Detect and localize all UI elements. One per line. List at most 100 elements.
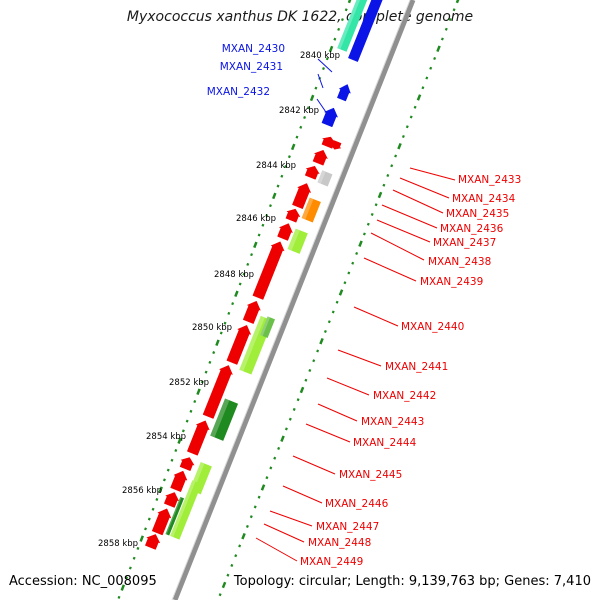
inner-ruler-mark <box>132 556 136 560</box>
feature-lime-4 <box>170 480 202 540</box>
outer-ruler-mark <box>444 27 448 31</box>
backbone-line <box>172 0 416 600</box>
outer-ruler-mark <box>335 300 339 304</box>
inner-ruler-mark <box>174 448 178 453</box>
leader-line <box>399 177 450 199</box>
leader-line <box>317 58 333 73</box>
tick-label: 2858 kbp <box>98 539 138 549</box>
inner-ruler-mark <box>136 546 140 550</box>
feature-lime-1-shade <box>287 228 300 251</box>
inner-ruler-mark <box>231 302 235 306</box>
outer-ruler-mark <box>366 222 370 226</box>
outer-ruler-mark <box>299 386 305 394</box>
outer-ruler-mark <box>394 154 398 158</box>
outer-ruler-mark <box>429 66 433 70</box>
leader-line <box>337 349 382 367</box>
inner-ruler-mark <box>125 576 129 580</box>
inner-ruler-mark <box>333 37 337 41</box>
leader-line <box>376 219 431 243</box>
tick-label: 2854 kbp <box>146 432 186 442</box>
inner-ruler-mark <box>227 311 231 315</box>
inner-ruler-mark <box>287 155 291 159</box>
inner-ruler-mark <box>295 135 299 139</box>
leader-line <box>263 523 305 543</box>
leader-line <box>269 510 313 527</box>
gene-red-small <box>329 140 342 150</box>
inner-ruler-mark <box>208 360 212 364</box>
inner-ruler-mark <box>325 57 329 61</box>
inner-ruler-mark <box>117 595 121 599</box>
leader-line <box>326 377 370 396</box>
gene-label-red: MXAN_2442 <box>373 390 436 402</box>
outer-ruler-mark <box>409 115 413 119</box>
feature-green-thin-shade <box>165 496 182 535</box>
gene-mxan-2430 <box>348 0 383 62</box>
outer-ruler-mark <box>296 398 300 402</box>
gene-label-red: MXAN_2439 <box>420 276 483 288</box>
outer-ruler-mark <box>253 505 257 509</box>
inner-ruler-mark <box>155 497 159 501</box>
inner-ruler-mark <box>162 478 166 482</box>
feature-dark-green-shade <box>210 398 230 438</box>
gene-label-red: MXAN_2444 <box>353 437 417 449</box>
gene-label-red: MXAN_2447 <box>316 521 379 533</box>
inner-ruler-mark <box>193 400 197 404</box>
outer-ruler-mark <box>401 134 405 139</box>
feature-lime-1 <box>287 228 308 254</box>
gene-label-blue: MXAN_2432 <box>207 86 270 98</box>
outer-ruler-mark <box>425 76 429 80</box>
backbone <box>171 0 416 600</box>
tick-label: 2850 kbp <box>192 323 232 333</box>
gene-label-red: MXAN_2433 <box>458 174 521 186</box>
outer-ruler-mark <box>343 281 347 285</box>
outer-ruler-mark <box>455 0 460 4</box>
gene-red-8 <box>242 300 261 324</box>
tick-labels: 2840 kbp 2842 kbp 2844 kbp 2846 kbp 2848 kbp… <box>98 51 340 549</box>
outer-ruler-mark <box>319 337 324 345</box>
outer-ruler-mark <box>390 164 394 168</box>
leader-line <box>316 98 331 119</box>
outer-ruler-mark <box>245 524 249 528</box>
gene-red-6 <box>277 223 293 241</box>
outer-ruler-mark <box>452 8 456 12</box>
inner-ruler-mark <box>147 517 151 521</box>
inner-ruler-mark <box>120 584 126 591</box>
inner-ruler-mark <box>269 204 272 208</box>
gene-red-11 <box>186 420 210 456</box>
inner-ruler-mark <box>189 409 193 413</box>
inner-ruler-mark <box>340 18 344 22</box>
map-title: Myxococcus xanthus DK 1622, complete gen… <box>126 9 474 25</box>
tick-label: 2848 kbp <box>214 270 254 280</box>
inner-ruler-mark <box>223 321 227 325</box>
outer-ruler-mark <box>382 183 386 187</box>
leader-line <box>317 403 358 422</box>
feature-lime-2-shade <box>239 315 265 372</box>
inner-ruler-mark <box>181 429 185 433</box>
feature-green-thin <box>165 496 185 536</box>
outer-ruler-mark <box>292 407 296 411</box>
outer-ruler-mark <box>288 417 292 421</box>
gene-label-red: MXAN_2436 <box>440 223 504 235</box>
gene-red-14 <box>163 492 180 508</box>
inner-ruler-mark <box>284 164 288 169</box>
inner-ruler-mark <box>250 253 254 257</box>
outer-ruler-mark <box>377 191 383 199</box>
inner-ruler-mark <box>246 262 250 266</box>
outer-ruler-mark <box>351 261 355 265</box>
outer-ruler-mark <box>323 329 327 333</box>
inner-ruler-mark <box>276 184 280 188</box>
outer-ruler-mark <box>331 310 335 314</box>
inner-ruler-mark <box>280 174 284 178</box>
inner-ruler-mark <box>328 45 334 53</box>
leader-line <box>353 306 399 327</box>
inner-ruler-mark <box>170 458 174 462</box>
outer-ruler-mark <box>436 45 441 52</box>
gene-red-3 <box>304 165 320 180</box>
ruler-tracks <box>117 0 460 599</box>
inner-ruler-mark <box>290 143 296 151</box>
tick-label: 2856 kbp <box>122 486 162 496</box>
outer-ruler-mark <box>308 368 312 372</box>
leader-line <box>370 232 425 261</box>
inner-ruler-mark <box>238 282 242 286</box>
gene-label-red: MXAN_2449 <box>300 556 363 568</box>
